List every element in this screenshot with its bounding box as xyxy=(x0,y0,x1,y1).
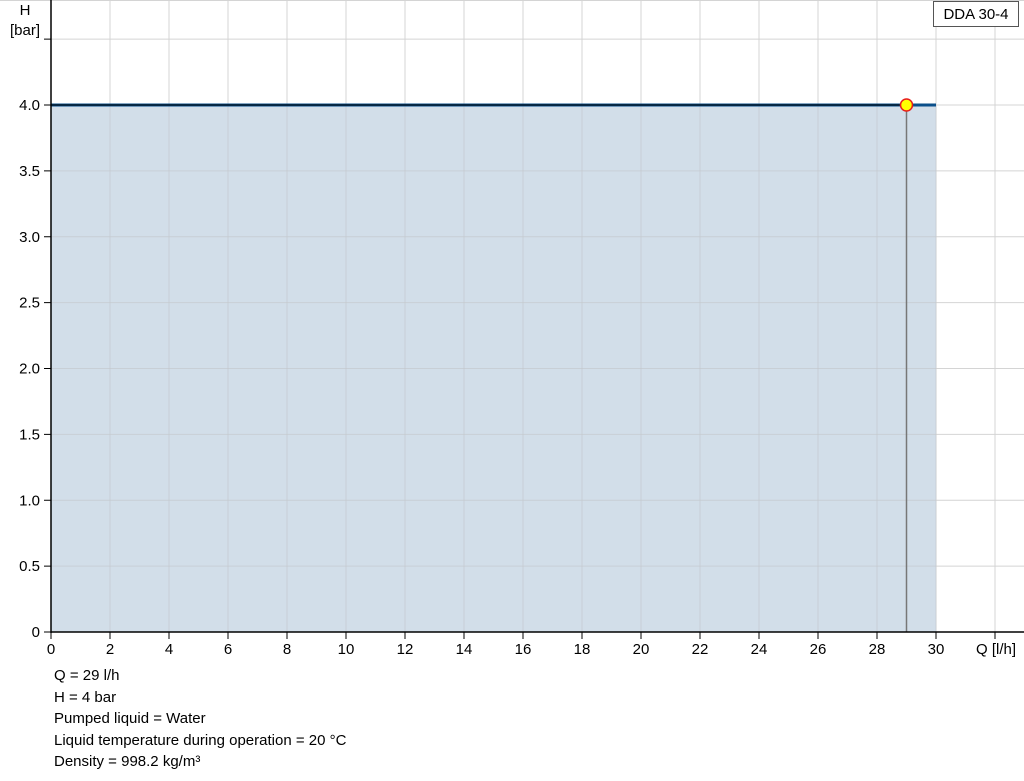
x-tick-label: 12 xyxy=(397,641,414,658)
x-tick-label: 4 xyxy=(165,641,173,658)
operating-info: Q = 29 l/h H = 4 bar Pumped liquid = Wat… xyxy=(54,665,346,773)
x-axis-label: Q [l/h] xyxy=(976,641,1016,658)
info-temperature: Liquid temperature during operation = 20… xyxy=(54,731,347,749)
x-tick-label: 16 xyxy=(515,641,532,658)
x-tick-label: 2 xyxy=(106,641,114,658)
y-tick-label: 2.5 xyxy=(19,295,40,312)
y-tick-label: 2.0 xyxy=(19,361,40,378)
x-tick-label: 28 xyxy=(869,641,886,658)
x-tick-label: 24 xyxy=(751,641,768,658)
operating-point-marker xyxy=(899,98,914,112)
info-head: H = 4 bar xyxy=(54,688,117,706)
y-tick-label: 4.0 xyxy=(19,97,40,114)
y-tick-label: 3.0 xyxy=(19,229,40,246)
x-tick-label: 30 xyxy=(928,641,945,658)
info-liquid: Pumped liquid = Water xyxy=(54,710,206,727)
y-tick-label: 0 xyxy=(32,624,40,641)
x-tick-label: 6 xyxy=(224,641,232,658)
y-tick-label: 0.5 xyxy=(19,558,40,575)
info-density: Density = 998.2 kg/m³ xyxy=(54,753,201,770)
y-tick-label: 1.5 xyxy=(19,426,40,443)
x-tick-label: 18 xyxy=(574,641,591,658)
info-flow: Q = 29 l/h xyxy=(54,667,120,684)
x-tick-label: 22 xyxy=(692,641,709,658)
x-tick-label: 20 xyxy=(633,641,650,658)
y-tick-label: 3.5 xyxy=(19,163,40,180)
x-tick-label: 0 xyxy=(47,641,55,658)
x-tick-label: 10 xyxy=(338,641,355,658)
x-tick-label: 26 xyxy=(810,641,827,658)
x-tick-label: 8 xyxy=(283,641,291,658)
y-axis-unit: [bar] xyxy=(10,22,40,39)
chart-svg: 0 2 4 6 8 10 12 14 16 18 20 22 24 26 28 3000.51.01.52.0… xyxy=(0,0,1024,658)
legend: DDA 30-4 xyxy=(933,1,1019,27)
y-axis-label: H xyxy=(20,2,31,19)
x-tick-label: 14 xyxy=(456,641,473,658)
y-tick-label: 1.0 xyxy=(19,492,40,509)
